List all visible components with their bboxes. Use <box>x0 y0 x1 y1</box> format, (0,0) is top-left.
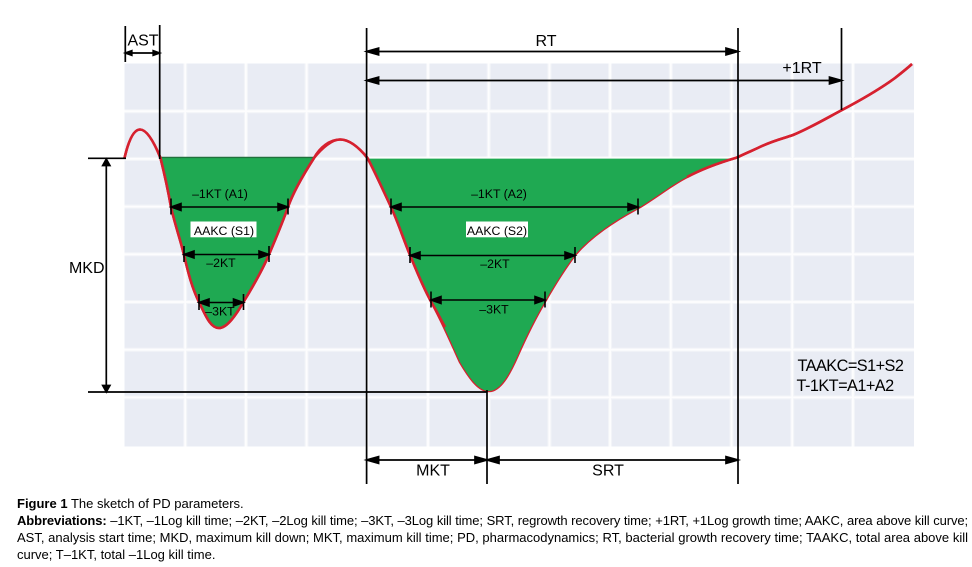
svg-text:TAAKC=S1+S2: TAAKC=S1+S2 <box>798 357 904 375</box>
svg-text:MKT: MKT <box>416 463 450 480</box>
svg-text:+1RT: +1RT <box>782 60 822 77</box>
svg-text:RT: RT <box>535 33 556 50</box>
svg-text:AST: AST <box>127 33 158 50</box>
svg-text:–2KT: –2KT <box>206 256 236 270</box>
svg-text:AAKC (S1): AAKC (S1) <box>194 224 254 238</box>
svg-text:MKD: MKD <box>69 260 105 277</box>
svg-text:–3KT: –3KT <box>479 302 509 316</box>
svg-text:T-1KT=A1+A2: T-1KT=A1+A2 <box>797 377 895 395</box>
svg-text:–1KT (A2): –1KT (A2) <box>471 187 527 201</box>
svg-text:–1KT (A1): –1KT (A1) <box>192 187 248 201</box>
svg-text:SRT: SRT <box>592 463 624 480</box>
svg-text:AAKC (S2): AAKC (S2) <box>467 224 527 238</box>
svg-text:–2KT: –2KT <box>480 257 510 271</box>
svg-text:–3KT: –3KT <box>205 304 235 318</box>
